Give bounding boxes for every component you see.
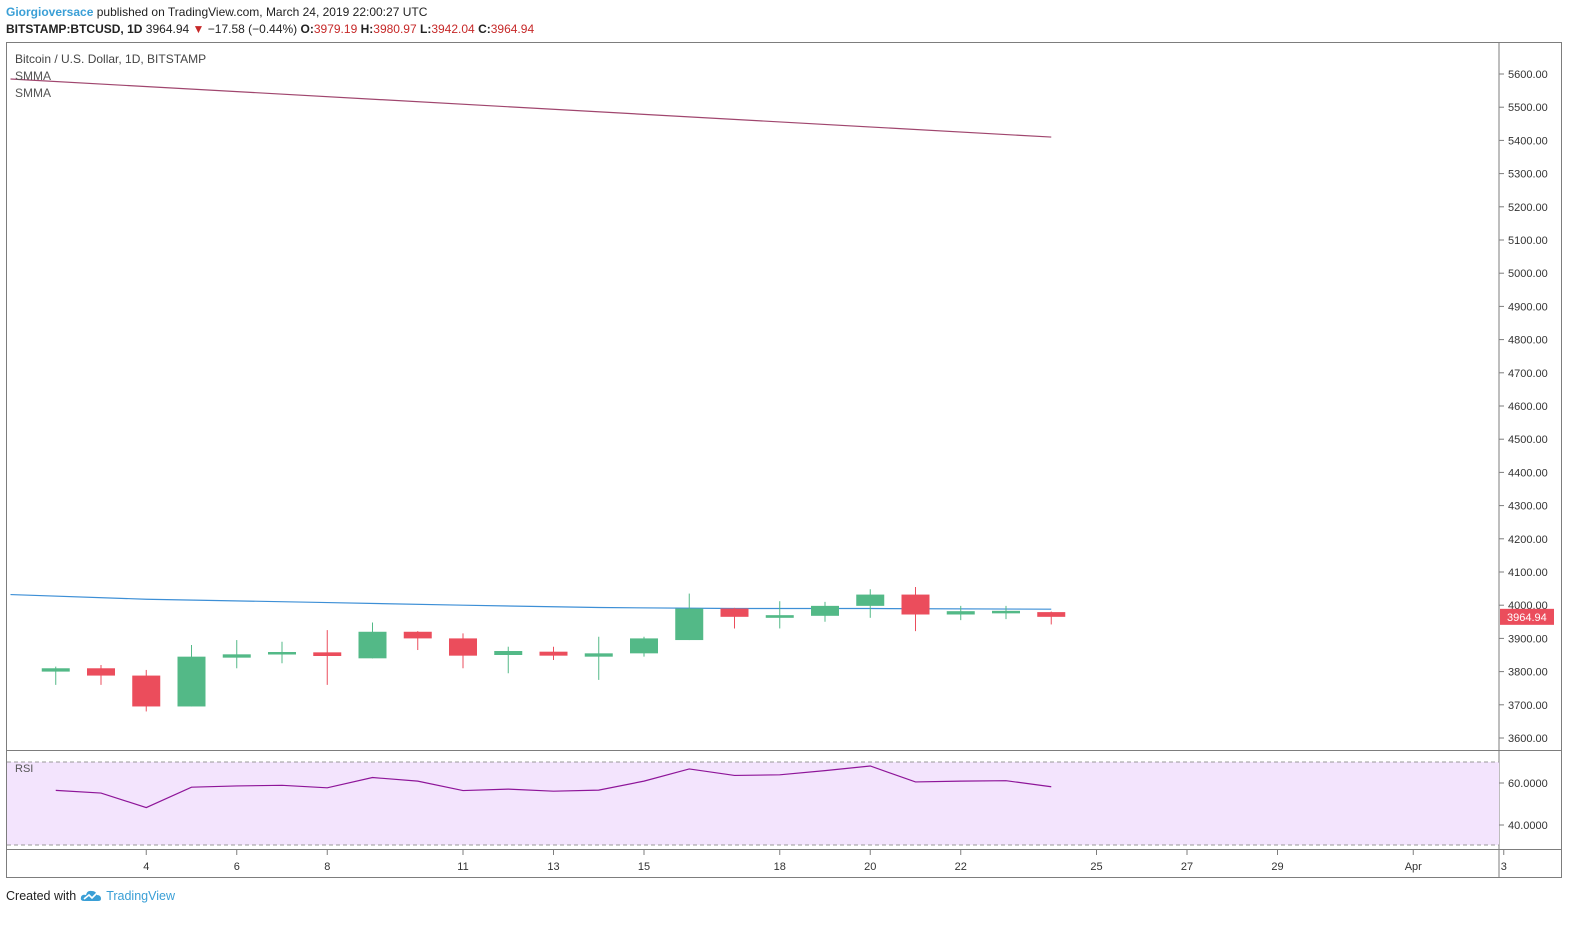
tradingview-brand-link[interactable]: TradingView (106, 889, 175, 903)
publish-info: Giorgioversace published on TradingView.… (6, 5, 427, 19)
close-label: C: (478, 22, 491, 36)
open-value: 3979.19 (313, 22, 358, 36)
open-label: O: (300, 22, 314, 36)
price-change: −17.58 (−0.44%) (207, 22, 298, 36)
close-value: 3964.94 (490, 22, 535, 36)
chart-frame (6, 42, 1562, 878)
published-text: published on TradingView.com, March 24, … (96, 5, 428, 19)
symbol-label: BITSTAMP:BTCUSD, 1D (6, 22, 143, 36)
last-price: 3964.94 (145, 22, 190, 36)
down-arrow-icon: ▼ (192, 22, 205, 36)
ohlc-bar: BITSTAMP:BTCUSD, 1D 3964.94 ▼ −17.58 (−0… (6, 22, 534, 36)
footer: Created with TradingView (6, 889, 175, 903)
created-with-label: Created with (6, 889, 77, 903)
high-label: H: (360, 22, 374, 36)
tradingview-cloud-icon (80, 890, 102, 901)
low-value: 3942.04 (431, 22, 475, 36)
high-value: 3980.97 (373, 22, 417, 36)
author-link[interactable]: Giorgioversace (6, 5, 94, 19)
low-label: L: (420, 22, 432, 36)
